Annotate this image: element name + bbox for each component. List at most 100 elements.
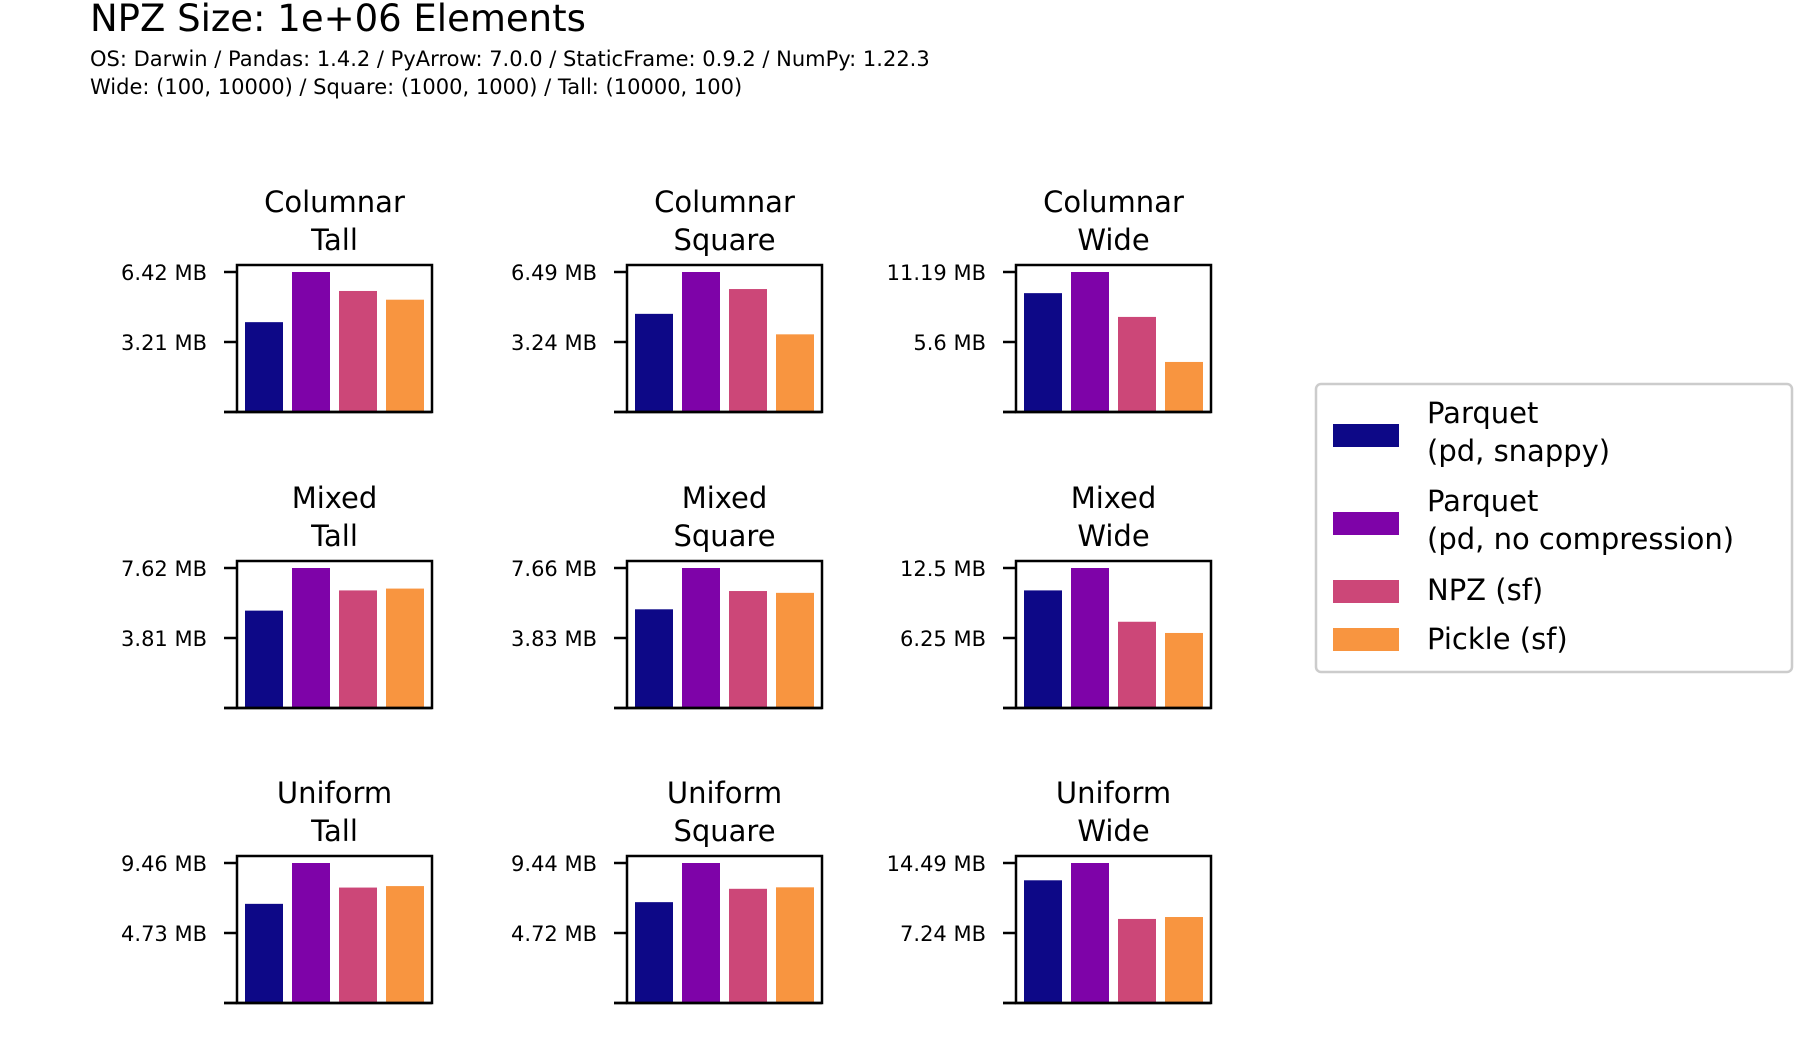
panel-title-line-1: Uniform (667, 776, 782, 810)
panel-title-line-1: Columnar (1043, 185, 1184, 219)
bar (635, 902, 673, 1003)
subplot-panel: Columnar Wide 11.19 MB 5.6 MB (887, 185, 1213, 414)
panel-title-line-2: Wide (1077, 223, 1149, 257)
y-tick-label: 7.62 MB (121, 557, 207, 581)
bar (386, 588, 424, 708)
y-tick-label: 6.49 MB (511, 261, 597, 285)
bar (729, 289, 767, 412)
bar (1024, 880, 1062, 1003)
bar (682, 568, 720, 708)
panel-title-line-2: Tall (310, 519, 358, 553)
legend-swatch (1333, 424, 1399, 447)
y-tick-label: 9.46 MB (121, 852, 207, 876)
legend-item: Pickle (sf) (1333, 622, 1568, 656)
panel-title-line-2: Square (673, 223, 775, 257)
panel-title-line-2: Square (673, 519, 775, 553)
y-tick-label: 4.72 MB (511, 922, 597, 946)
y-tick-label: 4.73 MB (121, 922, 207, 946)
subplot-panel: Columnar Square 6.49 MB 3.24 MB (511, 185, 824, 414)
bar (1071, 863, 1109, 1003)
y-tick-label: 3.83 MB (511, 627, 597, 651)
subplot-grid: Columnar Tall 6.42 MB 3.21 MB Columnar Square… (121, 185, 1213, 1005)
legend: Parquet (pd, snappy) Parquet (pd, no compre… (1314, 382, 1794, 674)
bar (1024, 293, 1062, 412)
bar (245, 903, 283, 1003)
subplot-panel: Mixed Square 7.66 MB 3.83 MB (511, 481, 824, 710)
panel-title-line-2: Square (673, 814, 775, 848)
y-tick-label: 11.19 MB (887, 261, 986, 285)
bar (729, 591, 767, 708)
bar (1165, 632, 1203, 708)
bar (245, 610, 283, 708)
bar (339, 887, 377, 1003)
subplot-panel: Uniform Wide 14.49 MB 7.24 MB (887, 776, 1213, 1005)
legend-label: Pickle (sf) (1427, 622, 1568, 656)
bar (1071, 568, 1109, 708)
figure-subtitle-line-2: Wide: (100, 10000) / Square: (1000, 1000… (90, 75, 742, 99)
subplot-panel: Uniform Tall 9.46 MB 4.73 MB (121, 776, 434, 1005)
subplot-panel: Mixed Tall 7.62 MB 3.81 MB (121, 481, 434, 710)
panel-title-line-2: Wide (1077, 814, 1149, 848)
panel-title-line-1: Columnar (264, 185, 405, 219)
bar (1118, 316, 1156, 412)
y-tick-label: 6.25 MB (900, 627, 986, 651)
panel-title-line-1: Columnar (654, 185, 795, 219)
subplot-panel: Columnar Tall 6.42 MB 3.21 MB (121, 185, 434, 414)
legend-item: NPZ (sf) (1333, 573, 1543, 607)
legend-label: Parquet (1427, 396, 1538, 430)
legend-swatch (1333, 628, 1399, 651)
legend-label: Parquet (1427, 484, 1538, 518)
legend-item: Parquet (pd, no compression) (1333, 484, 1734, 556)
panel-title-line-1: Uniform (277, 776, 392, 810)
y-tick-label: 6.42 MB (121, 261, 207, 285)
bar (682, 863, 720, 1003)
figure-subtitle-line-1: OS: Darwin / Pandas: 1.4.2 / PyArrow: 7.… (90, 47, 930, 71)
subplot-panel: Uniform Square 9.44 MB 4.72 MB (511, 776, 824, 1005)
panel-title-line-1: Mixed (292, 481, 378, 515)
bar (245, 322, 283, 412)
bar (1118, 918, 1156, 1003)
bar (1118, 621, 1156, 708)
bar (776, 592, 814, 708)
panel-title-line-2: Tall (310, 223, 358, 257)
legend-label: NPZ (sf) (1427, 573, 1543, 607)
y-tick-label: 7.24 MB (900, 922, 986, 946)
bar (292, 272, 330, 412)
panel-title-line-2: Wide (1077, 519, 1149, 553)
y-tick-label: 7.66 MB (511, 557, 597, 581)
panel-title-line-1: Mixed (1071, 481, 1157, 515)
legend-swatch (1333, 512, 1399, 535)
y-tick-label: 3.81 MB (121, 627, 207, 651)
bar (776, 334, 814, 412)
bar (292, 863, 330, 1003)
subplot-panel: Mixed Wide 12.5 MB 6.25 MB (900, 481, 1213, 710)
y-tick-label: 14.49 MB (887, 852, 986, 876)
bar (386, 886, 424, 1003)
y-tick-label: 3.24 MB (511, 331, 597, 355)
figure-title: NPZ Size: 1e+06 Elements (90, 0, 586, 40)
y-tick-label: 5.6 MB (913, 331, 986, 355)
bar (1071, 272, 1109, 412)
bar (776, 887, 814, 1003)
legend-frame (1314, 382, 1794, 674)
bar (1165, 361, 1203, 412)
legend-label: (pd, snappy) (1427, 434, 1610, 468)
legend-label: (pd, no compression) (1427, 522, 1734, 556)
panel-title-line-1: Mixed (682, 481, 768, 515)
bar (1165, 917, 1203, 1003)
bar (339, 290, 377, 412)
bar (682, 272, 720, 412)
legend-item: Parquet (pd, snappy) (1333, 396, 1610, 468)
bar (292, 568, 330, 708)
bar (635, 313, 673, 412)
bar (729, 888, 767, 1003)
bar (1024, 590, 1062, 708)
panel-title-line-2: Tall (310, 814, 358, 848)
bar (635, 609, 673, 708)
y-tick-label: 12.5 MB (900, 557, 986, 581)
y-tick-label: 9.44 MB (511, 852, 597, 876)
y-tick-label: 3.21 MB (121, 331, 207, 355)
legend-swatch (1333, 580, 1399, 603)
bar (339, 590, 377, 708)
